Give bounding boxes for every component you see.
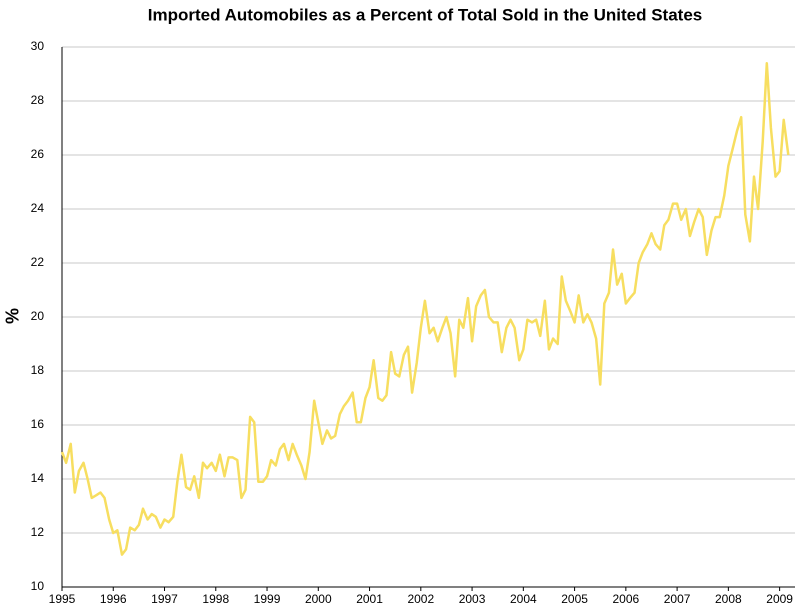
y-tick-label: 14: [31, 471, 45, 485]
y-tick-label: 20: [31, 309, 45, 323]
x-tick-label: 2005: [561, 592, 588, 606]
y-tick-label: 24: [31, 201, 45, 215]
y-tick-label: 28: [31, 93, 45, 107]
y-tick-label: 22: [31, 255, 45, 269]
y-tick-label: 18: [31, 363, 45, 377]
x-tick-label: 1997: [151, 592, 178, 606]
y-tick-label: 12: [31, 525, 45, 539]
x-tick-label: 1995: [49, 592, 76, 606]
x-tick-label: 2004: [510, 592, 537, 606]
x-tick-label: 1999: [254, 592, 281, 606]
y-tick-label: 16: [31, 417, 45, 431]
y-axis-label: %: [1, 308, 21, 324]
x-tick-label: 1998: [202, 592, 229, 606]
x-tick-label: 2000: [305, 592, 332, 606]
x-tick-label: 2007: [664, 592, 691, 606]
x-tick-label: 2008: [715, 592, 742, 606]
x-tick-label: 2009: [766, 592, 793, 606]
x-tick-label: 2001: [356, 592, 383, 606]
data-line: [60, 61, 790, 556]
y-tick-label: 26: [31, 147, 45, 161]
x-tick-label: 1996: [100, 592, 127, 606]
chart-title: Imported Automobiles as a Percent of Tot…: [148, 5, 702, 24]
y-tick-label: 10: [31, 579, 45, 593]
x-tick-label: 2002: [407, 592, 434, 606]
x-tick-label: 2006: [612, 592, 639, 606]
y-tick-label: 30: [31, 39, 45, 53]
x-tick-label: 2003: [459, 592, 486, 606]
